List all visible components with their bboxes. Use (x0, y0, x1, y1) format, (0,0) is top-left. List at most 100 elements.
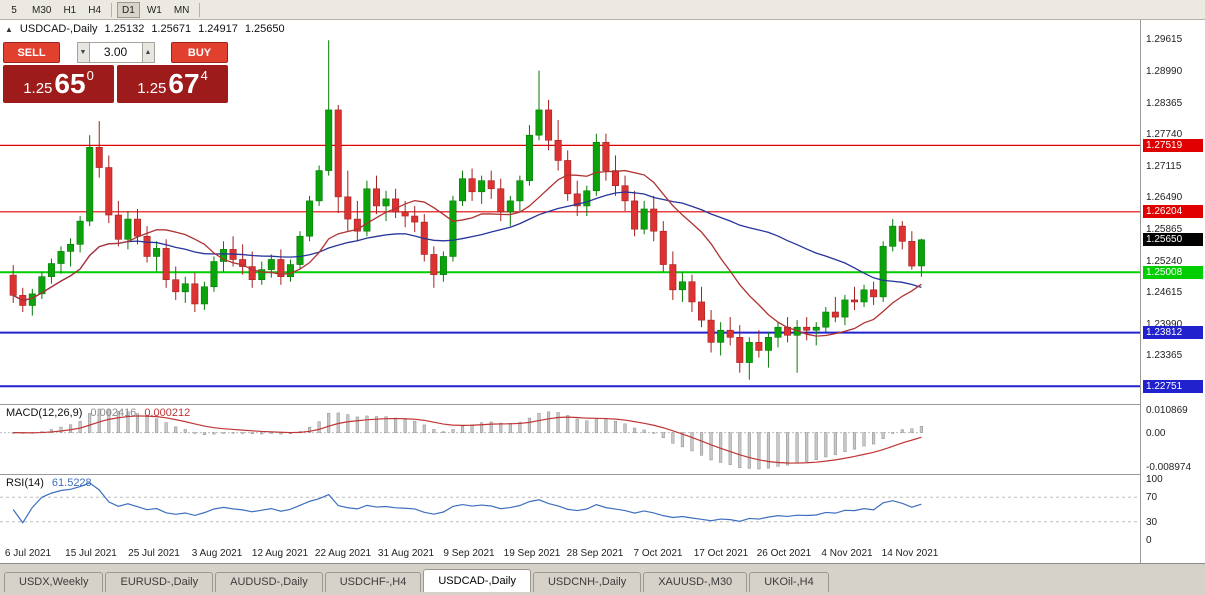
tab-usdx-weekly[interactable]: USDX,Weekly (4, 572, 104, 592)
rsi-axis-label: 70 (1146, 492, 1158, 504)
time-axis[interactable]: 6 Jul 2021 15 Jul 2021 25 Jul 2021 3 Aug 20… (0, 545, 1140, 563)
volume-increase-icon[interactable]: ▲ (141, 41, 155, 63)
timeframe-button-h4[interactable]: H4 (88, 4, 102, 16)
macd-axis-label: -0.008974 (1146, 462, 1192, 473)
timeframe-button-w1[interactable]: W1 (146, 4, 162, 16)
tab-xauusd-m30[interactable]: XAUUSD-,M30 (643, 572, 748, 592)
rsi-panel-separator[interactable] (0, 474, 1205, 475)
tab-ukoil-h4[interactable]: UKOil-,H4 (749, 572, 829, 592)
price-line-tag[interactable]: 1.23812 (1143, 326, 1203, 340)
tab-usdcad-daily[interactable]: USDCAD-,Daily (423, 569, 531, 592)
collapse-chart-icon[interactable]: ▲ (5, 24, 13, 34)
rsi-axis-label: 30 (1146, 516, 1158, 528)
price-axis-label: 1.29615 (1146, 34, 1183, 46)
macd-histogram (11, 408, 923, 470)
tab-usdcnh-daily[interactable]: USDCNH-,Daily (532, 572, 642, 592)
volume-control: ▼ ▲ (76, 41, 155, 63)
macd-axis-label: 0.010869 (1146, 405, 1188, 416)
macd-value-signal: 0.000212 (144, 407, 191, 419)
tab-usdchf-h4[interactable]: USDCHF-,H4 (324, 572, 422, 592)
high-value: 1.25671 (151, 23, 192, 35)
date-axis-label: 12 Aug 2021 (251, 548, 309, 559)
chart-tabs-bar: USDX,Weekly EURUSD-,Daily AUDUSD-,Daily USD… (0, 563, 1205, 595)
macd-signal-line (13, 415, 922, 464)
sell-price[interactable]: 1.25 65 0 (3, 65, 114, 103)
price-line-tag[interactable]: 1.26204 (1143, 205, 1203, 219)
chart-tabs: USDX,Weekly EURUSD-,Daily AUDUSD-,Daily USD… (0, 564, 1205, 592)
volume-input[interactable] (89, 41, 142, 63)
symbol-period-label: USDCAD-,Daily (19, 23, 98, 35)
price-axis[interactable]: 1.29615 1.28990 1.28365 1.27740 1.27115 1.264… (1140, 20, 1205, 563)
price-axis-label: 1.24615 (1146, 287, 1183, 299)
chart-title: ▲ USDCAD-,Daily 1.25132 1.25671 1.24917 … (5, 23, 285, 35)
price-axis-label: 1.27115 (1146, 160, 1182, 172)
date-axis-label: 14 Nov 2021 (881, 548, 939, 559)
tab-audusd-daily[interactable]: AUDUSD-,Daily (215, 572, 323, 592)
volume-decrease-icon[interactable]: ▼ (76, 41, 90, 63)
low-value: 1.24917 (198, 23, 238, 35)
close-value: 1.25650 (244, 23, 285, 35)
timeframe-button-d1[interactable]: D1 (117, 1, 140, 18)
macd-value-main: 0.002416 (90, 407, 137, 419)
timeframe-button-m30[interactable]: M30 (32, 4, 52, 16)
toolbar-separator (111, 2, 113, 17)
price-axis-label: 1.28990 (1146, 66, 1183, 78)
tab-eurusd-daily[interactable]: EURUSD-,Daily (105, 572, 214, 592)
rsi-name: RSI(14) (6, 477, 44, 489)
macd-canvas[interactable] (0, 404, 1140, 474)
price-axis-label: 1.26490 (1146, 192, 1183, 204)
date-axis-label: 7 Oct 2021 (633, 548, 683, 559)
buy-price[interactable]: 1.25 67 4 (117, 65, 228, 103)
date-axis-label: 6 Jul 2021 (4, 548, 52, 559)
macd-axis-label: 0.00 (1146, 427, 1166, 439)
date-axis-label: 22 Aug 2021 (314, 548, 372, 559)
ma-fast-line (12, 169, 922, 337)
rsi-canvas[interactable] (0, 474, 1140, 545)
macd-panel-separator[interactable] (0, 404, 1205, 405)
date-axis-label: 3 Aug 2021 (191, 548, 243, 559)
candlestick-layer (9, 40, 925, 380)
timeframe-buttons: 5 M30 H1 H4 D1 W1 MN (0, 0, 1205, 19)
timeframe-toolbar: 5 M30 H1 H4 D1 W1 MN (0, 0, 1205, 20)
sell-button[interactable]: SELL (3, 41, 60, 63)
date-axis-label: 17 Oct 2021 (693, 548, 749, 559)
current-price-tag: 1.25650 (1143, 233, 1203, 247)
price-axis-label: 1.25240 (1146, 255, 1183, 267)
chart-window: ▲ USDCAD-,Daily 1.25132 1.25671 1.24917 … (0, 20, 1205, 563)
price-axis-label: 1.25865 (1146, 223, 1183, 235)
price-line-tag[interactable]: 1.27519 (1143, 138, 1203, 152)
price-axis-label: 1.27740 (1146, 129, 1183, 141)
macd-name: MACD(12,26,9) (6, 407, 83, 419)
price-axis-label: 1.28365 (1146, 97, 1183, 109)
price-line-tag[interactable]: 1.22751 (1143, 379, 1203, 393)
rsi-axis-label: 100 (1146, 474, 1163, 485)
sell-price-base: 1.25 (23, 79, 53, 97)
buy-button[interactable]: BUY (171, 41, 228, 63)
date-axis-label: 4 Nov 2021 (821, 548, 873, 559)
rsi-label: RSI(14) 61.5228 (6, 477, 92, 489)
ma-slow-line (12, 191, 922, 302)
date-axis-label: 9 Sep 2021 (443, 548, 495, 559)
date-axis-label: 15 Jul 2021 (65, 548, 117, 559)
price-axis-label: 1.23990 (1146, 318, 1183, 330)
timeframe-button-h1[interactable]: H1 (63, 4, 77, 16)
date-axis-label: 19 Sep 2021 (503, 548, 561, 559)
toolbar-separator (199, 2, 201, 17)
date-axis-label: 31 Aug 2021 (377, 548, 435, 559)
buy-price-point: 4 (200, 67, 208, 83)
buy-price-base: 1.25 (137, 79, 167, 97)
date-axis-label: 25 Jul 2021 (128, 548, 180, 559)
date-axis-label: 28 Sep 2021 (566, 548, 624, 559)
timeframe-button-mn[interactable]: MN (173, 4, 190, 16)
macd-label: MACD(12,26,9) 0.002416 0.000212 (6, 407, 190, 419)
date-axis-label: 26 Oct 2021 (756, 548, 812, 559)
timeframe-button-5[interactable]: 5 (11, 4, 17, 16)
sell-price-point: 0 (86, 67, 94, 83)
sell-price-pips: 65 (54, 68, 86, 99)
price-line-tag[interactable]: 1.25008 (1143, 265, 1203, 279)
price-axis-label: 1.23365 (1146, 350, 1183, 362)
buy-price-pips: 67 (168, 68, 200, 99)
rsi-axis-label: 0 (1146, 535, 1152, 546)
price-chart-canvas[interactable] (0, 20, 1140, 404)
